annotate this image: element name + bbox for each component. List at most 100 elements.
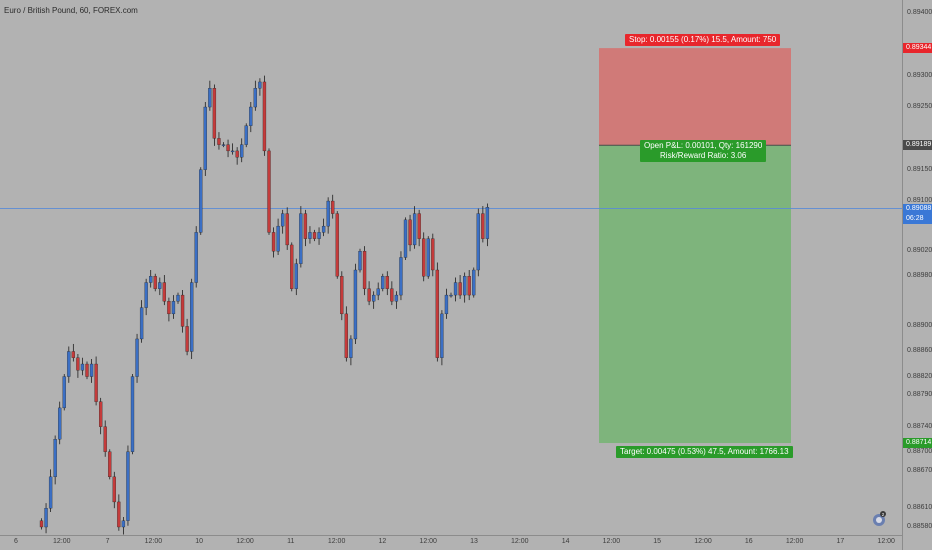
candle-up [485, 207, 490, 239]
time-axis[interactable]: 6 12:00 7 12:00 10 12:00 11 12:00 12 12:00 13 12:00… [0, 535, 902, 550]
candle-up [353, 269, 358, 340]
target-label: Target: 0.00475 (0.53%) 47.5, Amount: 17… [616, 446, 793, 458]
candle-down [285, 213, 289, 246]
candle-up [299, 213, 303, 264]
time-tick: 6 [14, 538, 18, 545]
candle-up [58, 407, 62, 440]
candle-up [249, 106, 253, 126]
price-tick: 0.89300 [907, 71, 932, 79]
candle-up [240, 144, 244, 158]
candle-up [394, 294, 399, 302]
candle-down [217, 138, 221, 145]
candle-up [221, 144, 226, 146]
candle-down [167, 301, 171, 315]
price-tag-stop: 0.89344 [903, 43, 932, 54]
candle-down [212, 88, 217, 139]
candle-down [112, 476, 116, 503]
time-tick: 12:00 [511, 538, 529, 545]
candle-down [180, 294, 185, 327]
candle-down [344, 313, 349, 358]
candle-up [381, 276, 385, 289]
candle-down [153, 276, 157, 289]
time-tick: 12 [378, 538, 387, 545]
candle-up [258, 81, 262, 89]
candle-up [194, 232, 198, 283]
notification-count: 2 [882, 512, 885, 517]
candle-up [449, 294, 453, 297]
time-tick: 15 [653, 538, 662, 545]
time-tick: 11 [287, 538, 295, 545]
candle-up [89, 363, 94, 377]
candle-down [331, 200, 335, 214]
candle-up [403, 219, 408, 258]
time-tick: 12:00 [602, 538, 621, 545]
candle-down [435, 269, 440, 358]
candle-down [76, 357, 80, 371]
chart-area[interactable]: Euro / British Pound, 60, FOREX.com Stop… [0, 0, 902, 535]
candle-up [426, 238, 430, 277]
time-tick: 14 [561, 538, 570, 545]
candle-up [48, 476, 53, 509]
candle-up [171, 301, 176, 315]
candle-down [422, 238, 426, 277]
candle-down [385, 276, 389, 289]
price-tick: 0.89100 [907, 197, 932, 205]
candle-down [408, 219, 412, 246]
candle-down [390, 288, 394, 302]
candle-up [321, 225, 326, 233]
time-tick: 13 [470, 538, 478, 545]
candle-down [431, 238, 435, 271]
candle-down [481, 213, 485, 239]
price-axis[interactable]: 0.89400 0.89300 0.89250 0.89150 0.89100 0.890… [902, 0, 932, 550]
symbol-title[interactable]: Euro / British Pound, 60, FOREX.com [4, 6, 138, 15]
price-tag-entry: 0.89189 [903, 140, 932, 151]
candle-up [208, 88, 212, 108]
price-tag-target: 0.88714 [903, 438, 932, 448]
time-tick: 12:00 [236, 538, 254, 545]
price-tick: 0.88900 [907, 322, 932, 330]
candle-down [71, 351, 75, 358]
candle-down [335, 213, 339, 277]
candle-up [230, 150, 235, 153]
candle-down [108, 451, 112, 478]
candle-up [135, 338, 139, 377]
candle-up [349, 338, 353, 358]
price-tick: 0.88580 [907, 523, 932, 530]
candle-down [271, 232, 276, 252]
time-tick: 12:00 [694, 538, 712, 545]
price-tick: 0.88610 [907, 504, 932, 512]
candle-down [99, 401, 103, 427]
candle-down [162, 282, 167, 302]
time-tick: 10 [195, 538, 204, 545]
candle-down [117, 501, 121, 528]
candle-up [253, 88, 258, 108]
candle-up [280, 213, 285, 227]
candle-down [303, 213, 308, 239]
price-tick: 0.88820 [907, 372, 932, 380]
chart-canvas[interactable] [0, 0, 902, 535]
time-tick: 12:00 [53, 538, 71, 545]
time-tick: 16 [744, 538, 753, 545]
candle-up [358, 251, 362, 271]
candle-down [312, 232, 317, 239]
candle-down [367, 288, 371, 302]
candle-down [290, 244, 294, 289]
open-pl-text: Open P&L: 0.00101, Qty: 161290 [644, 141, 763, 150]
price-tick: 0.88790 [907, 391, 932, 399]
time-tick: 12:00 [785, 538, 804, 545]
risk-reward-text: Risk/Reward Ratio: 3.06 [660, 151, 747, 160]
candle-down [458, 282, 462, 296]
candle-up [121, 520, 126, 528]
price-tick: 0.89250 [907, 103, 932, 111]
candle-up [130, 376, 135, 452]
candle-up [176, 294, 180, 302]
price-tick: 0.89020 [907, 247, 932, 255]
tradingview-logo-icon[interactable]: 2 [871, 511, 887, 527]
candle-down [85, 363, 89, 377]
candle-up [44, 508, 48, 528]
price-tick: 0.88740 [907, 422, 932, 430]
candle-up [199, 169, 203, 233]
candle-up [67, 351, 71, 377]
time-tick: 7 [105, 538, 110, 545]
candle-up [158, 282, 162, 289]
